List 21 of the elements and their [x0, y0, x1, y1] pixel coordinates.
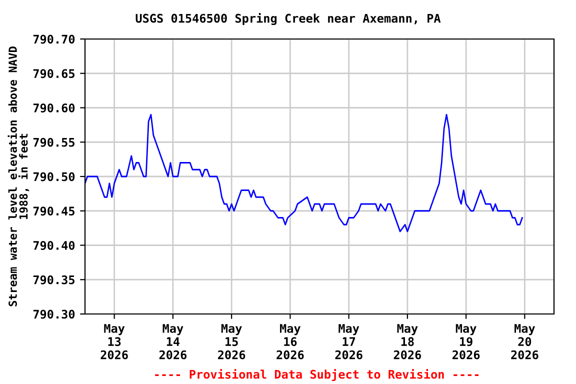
y-tick-label: 790.50 [33, 172, 75, 182]
x-tick-label: May 14 2026 [159, 324, 187, 360]
line-series [85, 114, 523, 232]
x-tick-label: May 15 2026 [218, 324, 246, 360]
x-tick-label: May 16 2026 [276, 324, 304, 360]
text: ---- Provisional Data Subject to Revision ---- [155, 368, 479, 382]
x-tick-label: May 19 2026 [452, 324, 480, 360]
y-tick-label: 790.55 [33, 138, 74, 147]
y-axis-title: Stream water level elevation above NAVD 1988, in feet [8, 46, 30, 306]
y-tick-label: 790.30 [33, 310, 75, 319]
chart-title: USGS 01546500 Spring Creek near Axemann, PA [136, 12, 441, 26]
y-tick-label: 790.40 [33, 240, 75, 250]
x-tick-label: May 20 2026 [511, 324, 538, 360]
y-tick-label: 790.65 [33, 69, 74, 78]
y-tick-label: 790.45 [33, 206, 74, 216]
x-tick-label: May 13 2026 [100, 324, 128, 360]
x-tick-label: May 17 2026 [335, 324, 362, 360]
y-tick-label: 790.35 [33, 275, 74, 284]
y-tick-label: 790.70 [33, 34, 75, 44]
y-tick-label: 790.60 [33, 103, 75, 112]
x-tick-label: May 18 2026 [394, 324, 422, 360]
